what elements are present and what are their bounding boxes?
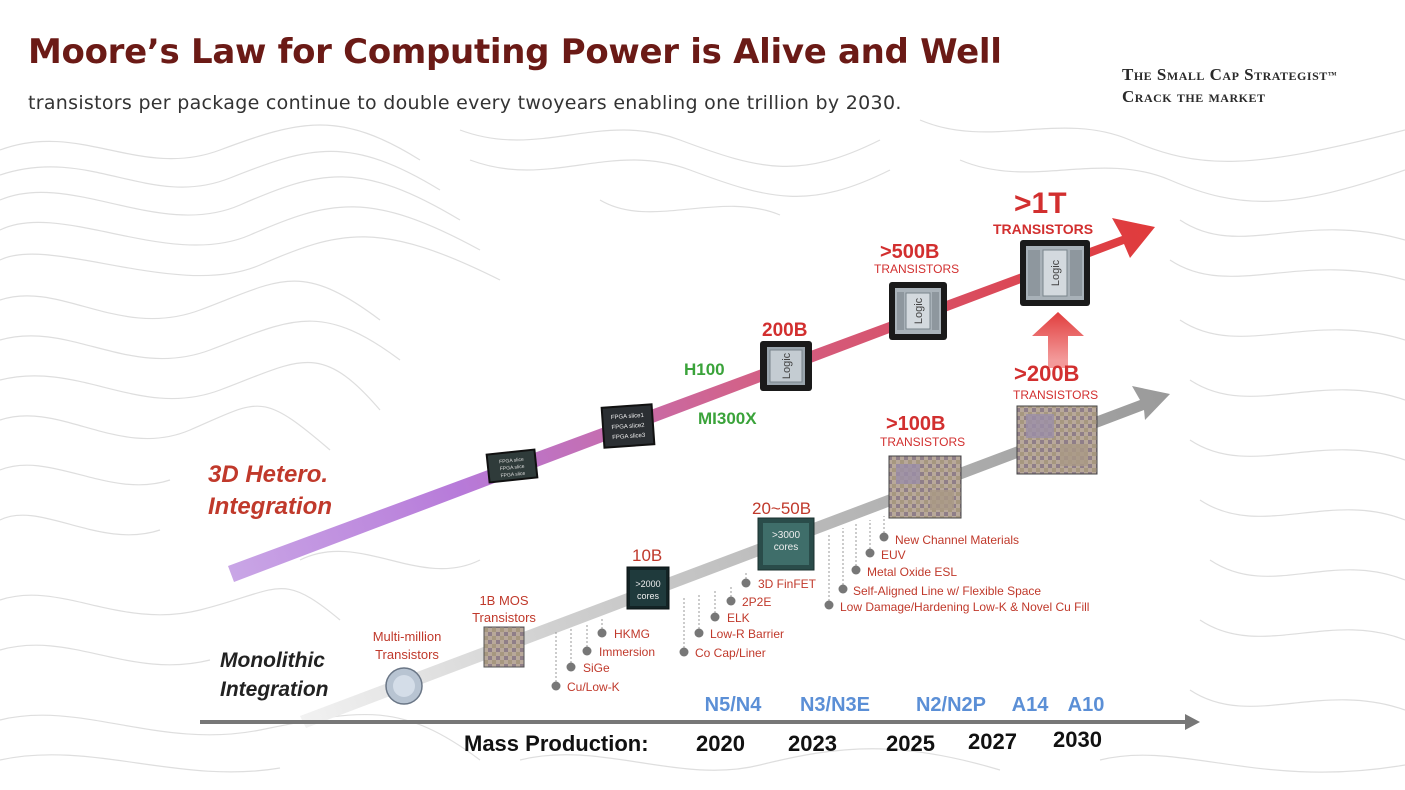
features-2010s: HKMG Immersion SiGe Cu/Low-K <box>551 627 655 694</box>
feature-euv: EUV <box>881 548 906 562</box>
b200-mono-value: >200B <box>1014 361 1079 386</box>
year-2027: 2027 <box>968 729 1017 754</box>
b500-unit: TRANSISTORS <box>874 262 959 276</box>
b100-value: >100B <box>886 413 946 435</box>
fpga-slice-3: FPGA slice <box>500 471 525 480</box>
chip-200b: Logic <box>760 341 812 391</box>
feature-self-aligned-line: Self-Aligned Line w/ Flexible Space <box>853 584 1041 598</box>
feature-elk: ELK <box>727 611 750 625</box>
feature-low-damage: Low Damage/Hardening Low-K & Novel Cu Fi… <box>840 600 1089 614</box>
feature-cu-lowk: Cu/Low-K <box>567 680 620 694</box>
mono-label-line1: Monolithic <box>220 649 325 672</box>
chip-500b: Logic <box>889 282 947 340</box>
fpga-slice3: FPGA slice3 <box>612 433 646 441</box>
fpga-chip-large: FPGA slice1 FPGA slice2 FPGA slice3 <box>600 403 656 449</box>
chip-1t-label: Logic <box>1050 259 1062 286</box>
chip-200b-label: Logic <box>781 352 793 379</box>
feature-sige: SiGe <box>583 661 610 675</box>
node-n3-n3e: N3/N3E <box>800 694 870 716</box>
node-n5-n4: N5/N4 <box>705 694 763 716</box>
b2050-value: 20~50B <box>752 499 811 518</box>
brand-logo: The Small Cap Strategist™ Crack the mark… <box>1122 64 1337 108</box>
die-1b <box>483 626 525 668</box>
b500-value: >500B <box>880 241 940 263</box>
fpga-slice1: FPGA slice1 <box>611 413 645 421</box>
fpga-slice-2: FPGA slice <box>500 464 525 473</box>
b200-mono-unit: TRANSISTORS <box>1013 388 1098 402</box>
mos-line1: 1B MOS <box>479 593 528 608</box>
chip-2050b-line1: >3000 <box>772 530 801 541</box>
node-n2-n2p: N2/N2P <box>916 694 986 716</box>
year-2025: 2025 <box>886 731 935 756</box>
page-title: Moore’s Law for Computing Power is Alive… <box>28 32 1002 72</box>
brand-name: The Small Cap Strategist <box>1122 65 1328 84</box>
feature-metal-oxide-esl: Metal Oxide ESL <box>867 565 957 579</box>
chip-10b: >2000 cores <box>626 566 670 610</box>
hetero-label-line1: 3D Hetero. <box>208 461 328 488</box>
chip-10b-line1: >2000 <box>635 579 660 589</box>
feature-2p2e: 2P2E <box>742 595 771 609</box>
wafer-icon <box>385 667 423 705</box>
b200-value: 200B <box>762 320 807 341</box>
mos-line2: Transistors <box>472 610 536 625</box>
chip-1t: Logic <box>1020 240 1090 306</box>
h100-label: H100 <box>684 360 725 379</box>
feature-immersion: Immersion <box>599 645 655 659</box>
die-100b <box>888 455 962 519</box>
feature-co-cap-liner: Co Cap/Liner <box>695 646 766 660</box>
feature-low-r-barrier: Low-R Barrier <box>710 627 784 641</box>
brand-trademark: ™ <box>1327 70 1338 80</box>
t1-value: >1T <box>1014 187 1067 220</box>
multi-million-line1: Multi-million <box>373 629 442 644</box>
hetero-label-line2: Integration <box>208 493 332 520</box>
year-2020: 2020 <box>696 731 745 756</box>
axis-prefix: Mass Production: <box>464 731 649 756</box>
fpga-slice2: FPGA slice2 <box>611 423 645 431</box>
axis-labels: Mass Production: 2020 2023 2025 2027 203… <box>464 727 1102 756</box>
mass-production-axis <box>200 714 1200 730</box>
hetero-integration-arrow <box>228 218 1155 582</box>
process-nodes: N5/N4 N3/N3E N2/N2P A14 A10 <box>705 694 1105 716</box>
multi-million-line2: Transistors <box>375 647 439 662</box>
brand-tagline: Crack the market <box>1122 87 1266 106</box>
page-subtitle: transistors per package continue to doub… <box>28 92 902 114</box>
year-2023: 2023 <box>788 731 837 756</box>
node-a14: A14 <box>1012 694 1050 716</box>
chip-2050b-line2: cores <box>774 542 798 553</box>
chip-500b-label: Logic <box>913 297 925 324</box>
t1-unit: TRANSISTORS <box>993 221 1093 237</box>
features-2025: New Channel Materials EUV Metal Oxide ES… <box>824 532 1089 614</box>
features-2020: 3D FinFET 2P2E ELK Low-R Barrier Co Cap/… <box>679 577 817 660</box>
fpga-slice-1: FPGA slice <box>499 457 524 466</box>
b10-value: 10B <box>632 546 662 565</box>
b100-unit: TRANSISTORS <box>880 435 965 449</box>
feature-hkmg: HKMG <box>614 627 650 641</box>
mi300x-label: MI300X <box>698 409 757 428</box>
node-a10: A10 <box>1068 694 1105 716</box>
year-2030: 2030 <box>1053 727 1102 752</box>
chip-10b-line2: cores <box>637 591 660 601</box>
die-200b <box>1016 405 1098 475</box>
upgrade-arrow <box>1032 312 1084 368</box>
fpga-chip-small: FPGA slice FPGA slice FPGA slice <box>485 448 539 484</box>
mono-label-line2: Integration <box>220 678 329 701</box>
feature-new-channel: New Channel Materials <box>895 533 1019 547</box>
feature-3d-finfet: 3D FinFET <box>758 577 817 591</box>
chip-2050b: >3000 cores <box>757 517 815 571</box>
